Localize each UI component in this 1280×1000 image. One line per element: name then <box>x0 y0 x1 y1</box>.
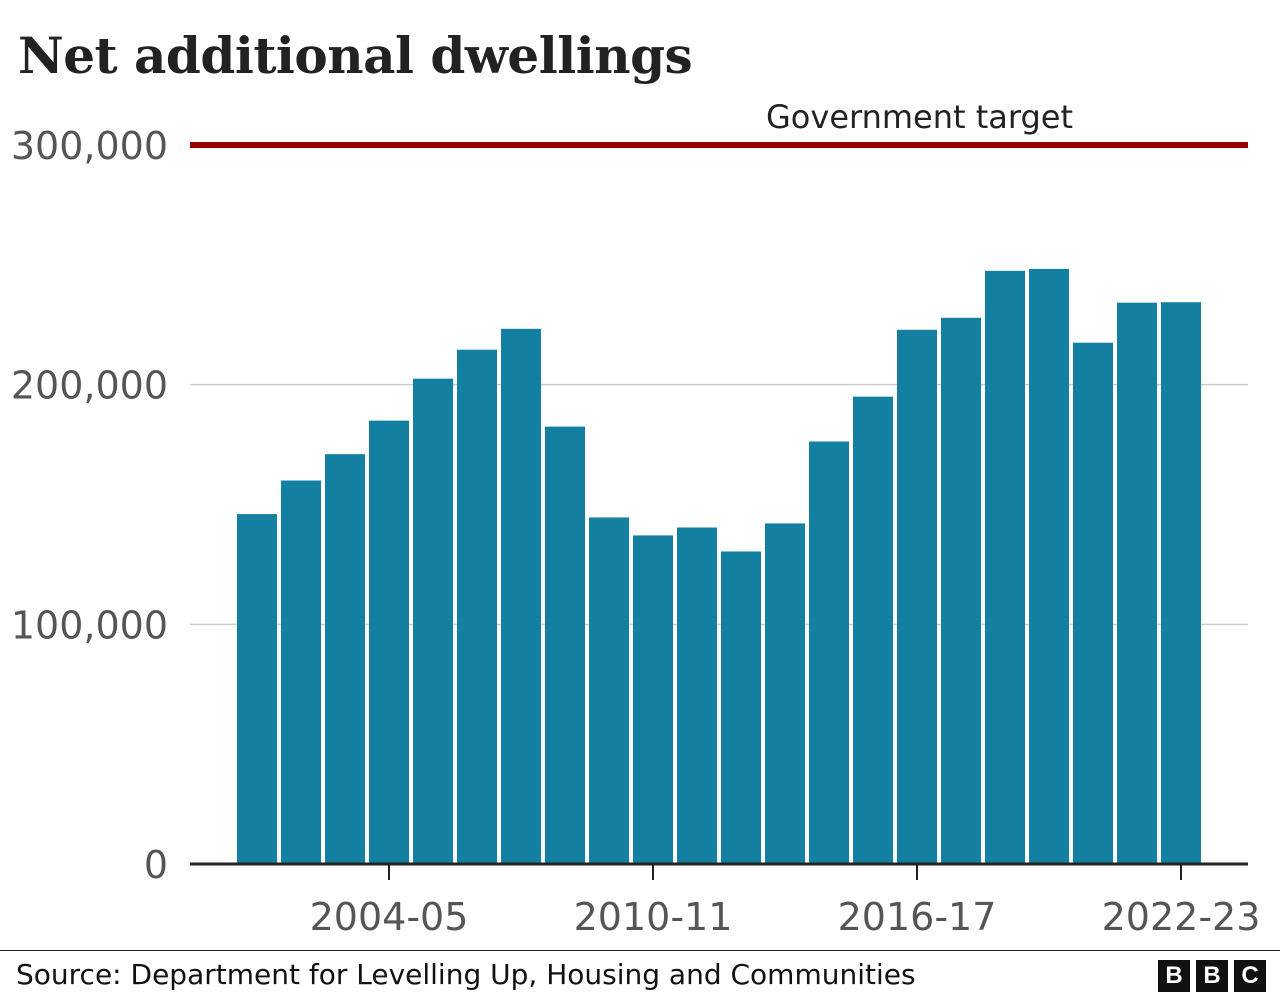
bar-2021-22 <box>1117 302 1157 864</box>
bar-2016-17 <box>897 329 937 865</box>
bbc-logo: B B C <box>1158 960 1266 992</box>
y-tick-label: 0 <box>144 843 168 887</box>
logo-letter: B <box>1196 960 1228 992</box>
bar-2017-18 <box>941 317 981 864</box>
bar-2022-23 <box>1161 302 1201 865</box>
bar-2013-14 <box>765 523 805 864</box>
source-note: Source: Department for Levelling Up, Hou… <box>16 958 916 991</box>
bar-2008-09 <box>545 426 585 864</box>
bar-2014-15 <box>809 441 849 864</box>
y-tick-label: 100,000 <box>11 603 168 647</box>
y-tick-label: 300,000 <box>11 124 168 168</box>
bar-chart: 0 100,000 200,000 300,000 2004-05 2010-11 2016… <box>11 98 1261 939</box>
bar-2003-04 <box>325 454 365 864</box>
y-tick-label: 200,000 <box>11 364 168 408</box>
x-tick-label: 2022-23 <box>1102 895 1261 939</box>
bar-2018-19 <box>985 270 1025 864</box>
footer-divider <box>0 950 1280 951</box>
bar-2005-06 <box>413 378 453 864</box>
bar-2004-05 <box>369 420 409 864</box>
bar-2011-12 <box>677 527 717 864</box>
bar-2019-20 <box>1029 268 1069 864</box>
bar-2002-03 <box>281 480 321 864</box>
bar-2015-16 <box>853 396 893 864</box>
chart-title: Net additional dwellings <box>18 26 693 85</box>
logo-letter: C <box>1234 960 1266 992</box>
bar-2007-08 <box>501 328 541 864</box>
bar-2001-02 <box>237 514 277 864</box>
bar-2020-21 <box>1073 342 1113 865</box>
x-tick-label: 2004-05 <box>310 895 469 939</box>
government-target-label: Government target <box>766 98 1073 136</box>
bar-2009-10 <box>589 517 629 864</box>
bar-2010-11 <box>633 535 673 864</box>
bar-2006-07 <box>457 349 497 865</box>
x-tick-label: 2016-17 <box>838 895 997 939</box>
logo-letter: B <box>1158 960 1190 992</box>
bar-2012-13 <box>721 551 761 864</box>
x-tick-label: 2010-11 <box>574 895 733 939</box>
